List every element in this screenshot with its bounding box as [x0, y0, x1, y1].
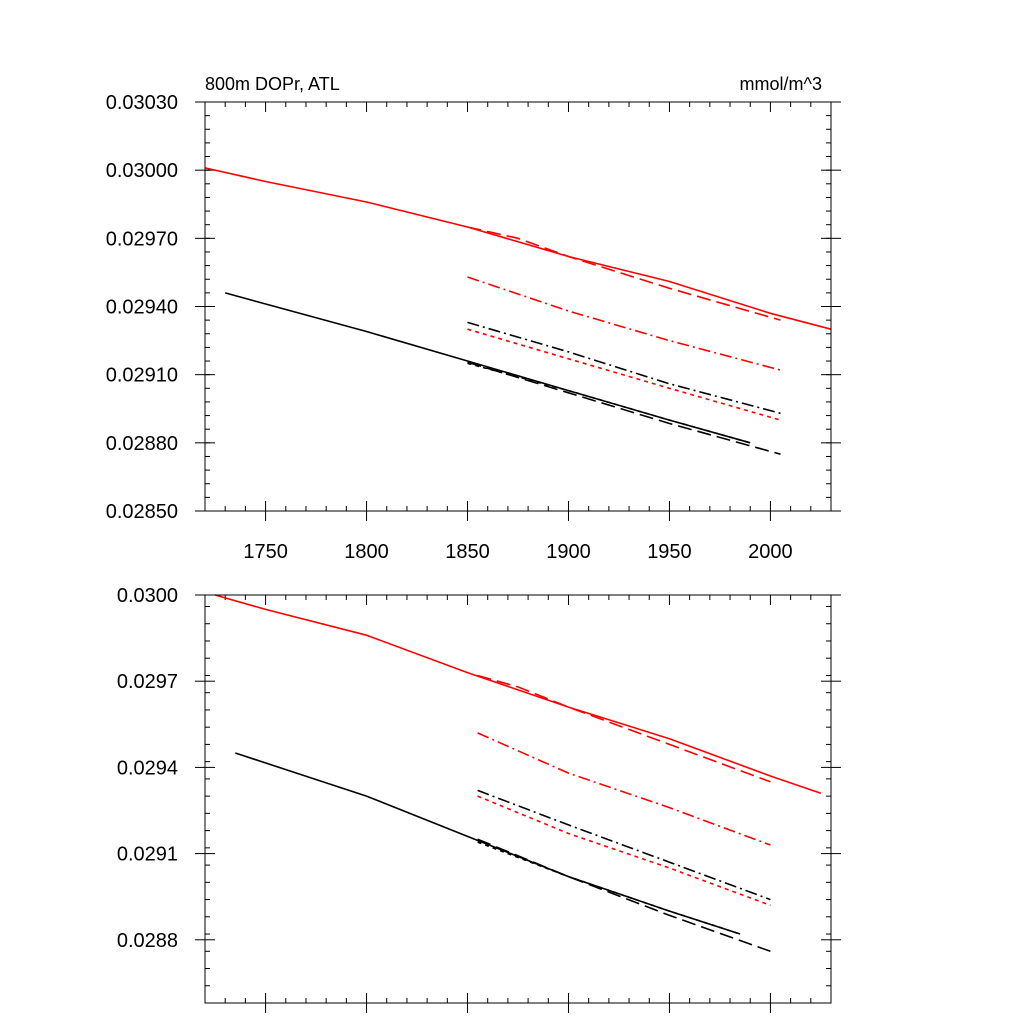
top-y-tick-label: 0.02940 — [106, 297, 178, 319]
top-series-lines — [204, 167, 832, 455]
top-series-line-2 — [467, 321, 781, 415]
bottom-series-line-6 — [235, 752, 741, 935]
top-y-tick-label: 0.03030 — [106, 92, 178, 114]
top-panel: 800m DOPr, ATL mmol/m^3 1750 1800 1850 1900… — [106, 74, 841, 563]
bottom-axes: 0.0288 0.0291 0.0294 0.0297 0.0300 — [117, 585, 841, 1013]
bottom-series-line-7 — [214, 594, 822, 795]
top-series-line-6 — [224, 292, 751, 444]
top-x-tick-label: 2000 — [748, 541, 793, 563]
top-x-tick-label: 1750 — [243, 541, 288, 563]
top-series-line-0 — [467, 361, 781, 455]
top-x-tick-label: 1800 — [344, 541, 389, 563]
top-x-tick-label: 1850 — [445, 541, 490, 563]
bottom-series-lines — [214, 594, 822, 953]
top-series-line-7 — [204, 167, 832, 330]
top-y-tick-label: 0.02880 — [106, 433, 178, 455]
top-panel-units: mmol/m^3 — [740, 74, 822, 94]
top-panel-title: 800m DOPr, ATL — [205, 74, 340, 94]
top-series-line-5 — [467, 276, 781, 371]
bottom-y-tick-label: 0.0294 — [117, 757, 178, 779]
bottom-panel: 0.0288 0.0291 0.0294 0.0297 0.0300 — [117, 585, 841, 1013]
top-y-tick-label: 0.02970 — [106, 228, 178, 250]
top-plot-frame — [204, 101, 832, 512]
top-axes: 1750 1800 1850 1900 1950 2000 0.02850 0.02880 0.… — [106, 92, 841, 563]
top-x-tick-label: 1900 — [546, 541, 591, 563]
top-y-tick-label: 0.02850 — [106, 501, 178, 523]
top-y-tick-label: 0.03000 — [106, 160, 178, 182]
top-x-tick-label: 1950 — [647, 541, 692, 563]
bottom-series-line-3 — [477, 674, 771, 783]
bottom-series-line-5 — [477, 732, 771, 846]
bottom-y-tick-label: 0.0288 — [117, 930, 178, 952]
bottom-plot-frame — [204, 594, 832, 1004]
bottom-y-tick-label: 0.0300 — [117, 585, 178, 607]
bottom-y-tick-label: 0.0291 — [117, 844, 178, 866]
bottom-y-tick-label: 0.0297 — [117, 671, 178, 693]
bottom-series-line-2 — [477, 789, 771, 901]
bottom-series-line-4 — [477, 795, 771, 907]
top-y-tick-label: 0.02910 — [106, 365, 178, 387]
